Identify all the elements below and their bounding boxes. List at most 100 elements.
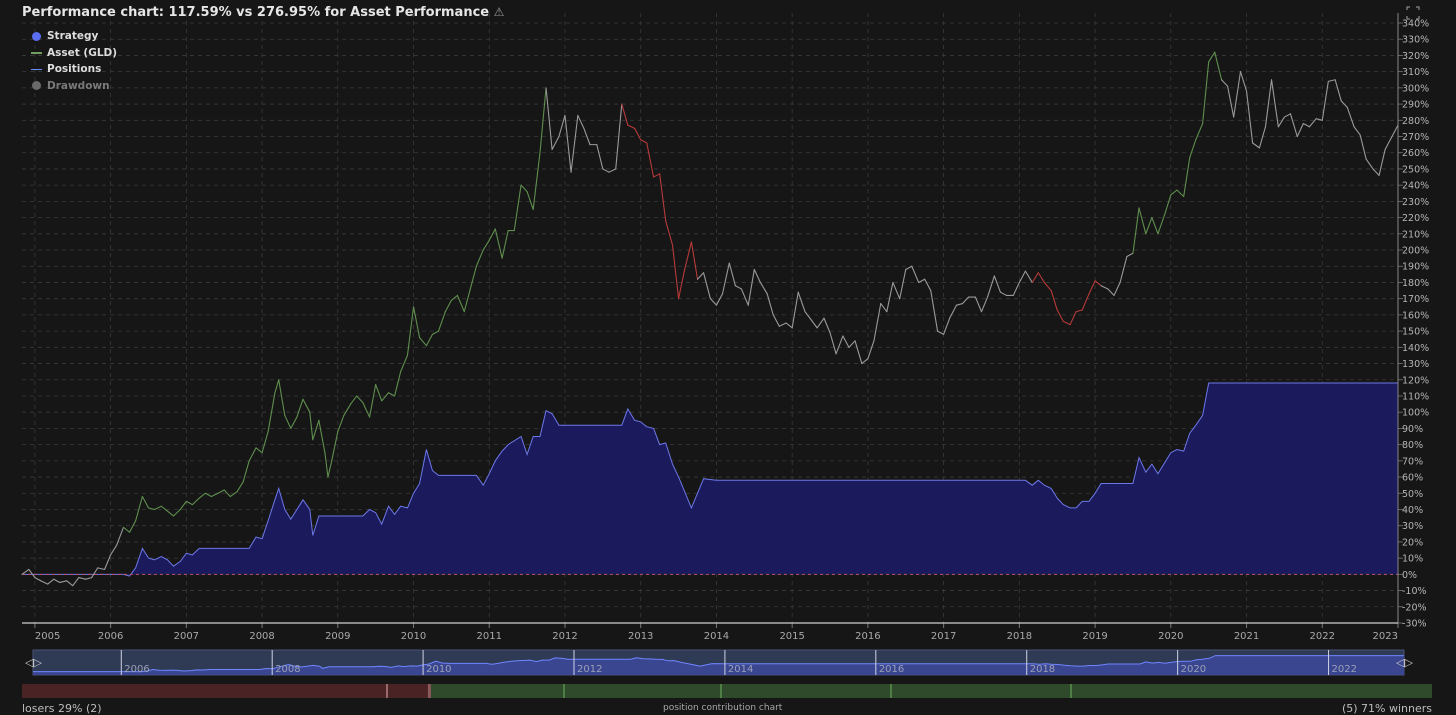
asset-segment bbox=[463, 288, 471, 313]
asset-segment bbox=[267, 392, 276, 433]
legend: Strategy Asset (GLD) Positions Drawdown bbox=[30, 28, 117, 94]
asset-segment bbox=[204, 492, 212, 498]
asset-segment bbox=[153, 505, 162, 511]
asset-segment bbox=[791, 291, 799, 329]
y-tick-label: 190% bbox=[1402, 262, 1429, 273]
asset-segment bbox=[122, 526, 131, 533]
asset-segment bbox=[993, 275, 1001, 293]
asset-segment bbox=[558, 114, 566, 138]
asset-segment bbox=[1365, 158, 1374, 170]
asset-segment bbox=[520, 184, 528, 193]
asset-segment bbox=[778, 322, 787, 327]
y-tick-label: 210% bbox=[1402, 229, 1429, 240]
asset-segment bbox=[40, 580, 49, 585]
y-tick-label: 140% bbox=[1402, 343, 1429, 354]
asset-segment bbox=[110, 544, 118, 556]
asset-segment bbox=[72, 577, 80, 587]
asset-segment bbox=[166, 510, 175, 517]
navigator[interactable]: 2006 2008 2010 2012 2014 2016 2018 2020 2022 ◁▷ ◁▷ bbox=[25, 649, 1413, 676]
asset-segment bbox=[34, 577, 42, 582]
asset-segment bbox=[1315, 118, 1323, 121]
asset-segment bbox=[53, 578, 61, 584]
asset-segment bbox=[1170, 189, 1178, 196]
x-tick-label: 2011 bbox=[477, 631, 502, 642]
asset-segment bbox=[78, 577, 87, 580]
asset-segment bbox=[753, 268, 761, 284]
navigator-left-handle[interactable]: ◁▷ bbox=[25, 656, 42, 669]
contribution-caption: position contribution chart bbox=[663, 703, 783, 713]
asset-segment bbox=[501, 230, 509, 259]
navigator-area bbox=[33, 655, 1404, 675]
winners-divider bbox=[890, 684, 892, 698]
asset-segment bbox=[248, 447, 257, 462]
asset-segment bbox=[327, 460, 333, 478]
asset-segment bbox=[1308, 118, 1317, 128]
asset-segment bbox=[1012, 281, 1020, 296]
asset-segment bbox=[1327, 79, 1336, 82]
asset-segment bbox=[128, 520, 137, 533]
asset-segment bbox=[899, 268, 907, 300]
asset-segment bbox=[278, 379, 286, 416]
asset-segment bbox=[1346, 106, 1355, 128]
asset-segment bbox=[999, 291, 1008, 296]
legend-item-positions[interactable]: Positions bbox=[30, 61, 117, 78]
asset-segment bbox=[804, 311, 812, 321]
chart-title-text: Performance chart: 117.59% vs 276.95% fo… bbox=[22, 5, 490, 20]
legend-item-strategy[interactable]: Strategy bbox=[30, 28, 117, 45]
legend-item-drawdown[interactable]: Drawdown bbox=[30, 78, 117, 95]
asset-segment bbox=[425, 333, 434, 347]
asset-segment bbox=[728, 262, 736, 287]
asset-segment bbox=[21, 568, 30, 575]
asset-segment bbox=[1050, 290, 1058, 311]
y-tick-label: 200% bbox=[1402, 246, 1429, 257]
warning-icon[interactable]: ⚠ bbox=[493, 5, 505, 19]
y-tick-label: 340% bbox=[1402, 19, 1429, 30]
asset-segment bbox=[1208, 51, 1216, 63]
navigator-right-handle[interactable]: ◁▷ bbox=[1396, 656, 1413, 669]
asset-segment bbox=[242, 460, 250, 483]
asset-segment bbox=[1378, 148, 1386, 176]
asset-segment bbox=[621, 103, 629, 126]
asset-segment bbox=[475, 249, 484, 267]
asset-segment bbox=[974, 296, 983, 313]
y-tick-label: 310% bbox=[1402, 67, 1429, 78]
asset-segment bbox=[1119, 255, 1128, 284]
asset-segment bbox=[911, 265, 920, 284]
y-tick-label: 10% bbox=[1402, 554, 1423, 565]
asset-segment bbox=[229, 491, 238, 498]
y-tick-label: 230% bbox=[1402, 197, 1429, 208]
asset-segment bbox=[715, 293, 724, 306]
asset-segment bbox=[1094, 280, 1102, 287]
asset-segment bbox=[602, 168, 610, 173]
asset-segment bbox=[1359, 134, 1367, 160]
y-tick-label: 160% bbox=[1402, 310, 1429, 321]
asset-segment bbox=[551, 135, 560, 151]
asset-segment bbox=[892, 281, 901, 300]
y-tick-label: 150% bbox=[1402, 327, 1429, 338]
asset-segment bbox=[103, 554, 112, 571]
asset-segment bbox=[734, 285, 742, 290]
asset-segment bbox=[1176, 189, 1185, 198]
y-tick-label: 280% bbox=[1402, 116, 1429, 127]
legend-item-asset[interactable]: Asset (GLD) bbox=[30, 45, 117, 62]
asset-segment bbox=[526, 191, 534, 211]
asset-segment bbox=[608, 168, 617, 173]
navigator-label: 2014 bbox=[728, 664, 753, 675]
asset-segment bbox=[1145, 217, 1153, 235]
asset-segment bbox=[1302, 122, 1310, 128]
asset-segment bbox=[1372, 168, 1380, 176]
asset-segment bbox=[696, 272, 705, 280]
x-tick-label: 2019 bbox=[1082, 631, 1107, 642]
asset-segment bbox=[274, 379, 280, 394]
asset-segment bbox=[703, 272, 711, 300]
expand-icon[interactable] bbox=[1406, 6, 1420, 20]
asset-segment bbox=[577, 114, 585, 129]
navigator-label: 2016 bbox=[879, 664, 904, 675]
asset-segment bbox=[97, 567, 106, 571]
asset-segment bbox=[172, 508, 181, 517]
y-tick-label: 250% bbox=[1402, 164, 1429, 175]
asset-segment bbox=[369, 384, 377, 418]
asset-segment bbox=[596, 144, 604, 170]
navigator-label: 2022 bbox=[1332, 664, 1357, 675]
